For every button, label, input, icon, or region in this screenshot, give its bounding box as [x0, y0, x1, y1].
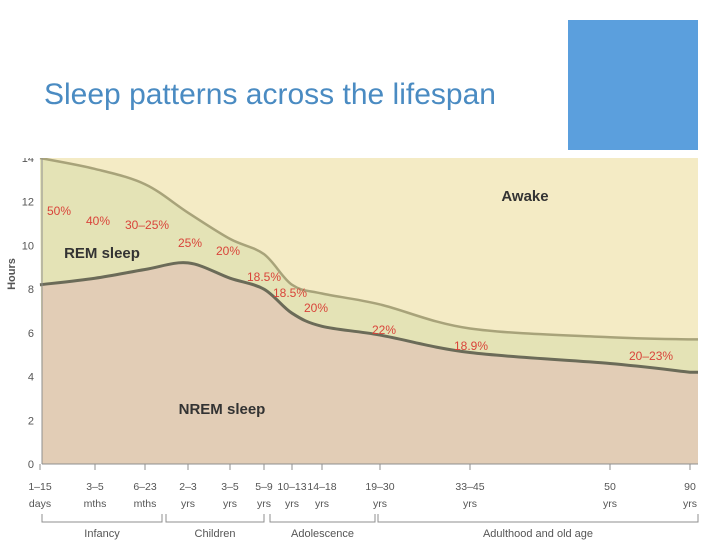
x-tick-unit: yrs: [315, 498, 329, 510]
rem-percent-label: 30–25%: [125, 218, 169, 232]
y-tick-label: 14: [22, 158, 34, 165]
chart-areas: [39, 158, 698, 464]
stage-bracket: [165, 514, 265, 523]
y-tick-label: 0: [28, 459, 34, 471]
chart-labels: Awake REM sleep NREM sleep 50% 40% 30–25% 25% 2…: [47, 188, 673, 418]
rem-percent-label: 40%: [86, 214, 110, 228]
stage-label: Children: [195, 528, 236, 540]
sleep-chart: 0 2 4 6 8 10 12 14 Hours 1–15 days 3–5 mths 6–23 mths…: [6, 158, 699, 540]
y-axis-label: Hours: [6, 258, 18, 290]
nrem-sleep-label: NREM sleep: [179, 401, 266, 418]
x-tick-label: 19–30: [365, 481, 394, 493]
rem-percent-label: 20%: [304, 301, 328, 315]
x-tick-label: 33–45: [455, 481, 484, 493]
slide-title: Sleep patterns across the lifespan: [44, 78, 496, 111]
x-tick-label: 10–13: [277, 481, 306, 493]
rem-percent-label: 25%: [178, 236, 202, 250]
x-tick-unit: yrs: [181, 498, 195, 510]
stage-bracket: [377, 514, 699, 523]
y-tick-label: 8: [28, 284, 34, 296]
y-tick-label: 10: [22, 240, 34, 252]
y-tick-label: 4: [28, 372, 34, 384]
x-tick-label: 90: [684, 481, 696, 493]
y-tick-label: 12: [22, 197, 34, 209]
nrem-sleep-area: [40, 262, 698, 464]
rem-percent-label: 20%: [216, 244, 240, 258]
rem-percent-label: 50%: [47, 204, 71, 218]
y-tick-label: 6: [28, 328, 34, 340]
y-axis: 0 2 4 6 8 10 12 14 Hours: [6, 158, 43, 471]
x-tick-unit: days: [29, 498, 51, 510]
x-tick-label: 50: [604, 481, 616, 493]
accent-block: [568, 20, 698, 150]
rem-percent-label: 22%: [372, 323, 396, 337]
awake-label: Awake: [501, 188, 548, 205]
stage-label: Adulthood and old age: [483, 528, 593, 540]
rem-percent-label: 20–23%: [629, 349, 673, 363]
x-tick-unit: yrs: [603, 498, 617, 510]
x-tick-unit: yrs: [373, 498, 387, 510]
x-tick-unit: mths: [84, 498, 107, 510]
x-tick-unit: yrs: [285, 498, 299, 510]
rem-percent-label: 18.5%: [247, 270, 281, 284]
x-tick-unit: yrs: [223, 498, 237, 510]
x-tick-label: 5–9: [255, 481, 273, 493]
x-tick-unit: yrs: [463, 498, 477, 510]
total-sleep-line: [39, 158, 698, 341]
rem-percent-label: 18.9%: [454, 339, 488, 353]
stage-label: Adolescence: [291, 528, 354, 540]
nrem-sleep-line: [39, 261, 698, 374]
y-tick-label: 2: [28, 415, 34, 427]
x-tick-label: 3–5: [221, 481, 239, 493]
x-tick-unit: yrs: [683, 498, 697, 510]
x-tick-label: 1–15: [28, 481, 52, 493]
rem-sleep-label: REM sleep: [64, 245, 140, 262]
x-tick-label: 6–23: [133, 481, 157, 493]
stage-label: Infancy: [84, 528, 120, 540]
x-tick-unit: mths: [134, 498, 157, 510]
x-tick-label: 14–18: [307, 481, 336, 493]
stage-bracket: [41, 514, 163, 523]
rem-percent-label: 18.5%: [273, 286, 307, 300]
x-tick-label: 2–3: [179, 481, 197, 493]
x-axis: 1–15 days 3–5 mths 6–23 mths 2–3 yrs 3–5 yrs 5–9 yr…: [28, 463, 699, 540]
x-tick-unit: yrs: [257, 498, 271, 510]
stage-bracket: [269, 514, 376, 523]
x-tick-label: 3–5: [86, 481, 104, 493]
